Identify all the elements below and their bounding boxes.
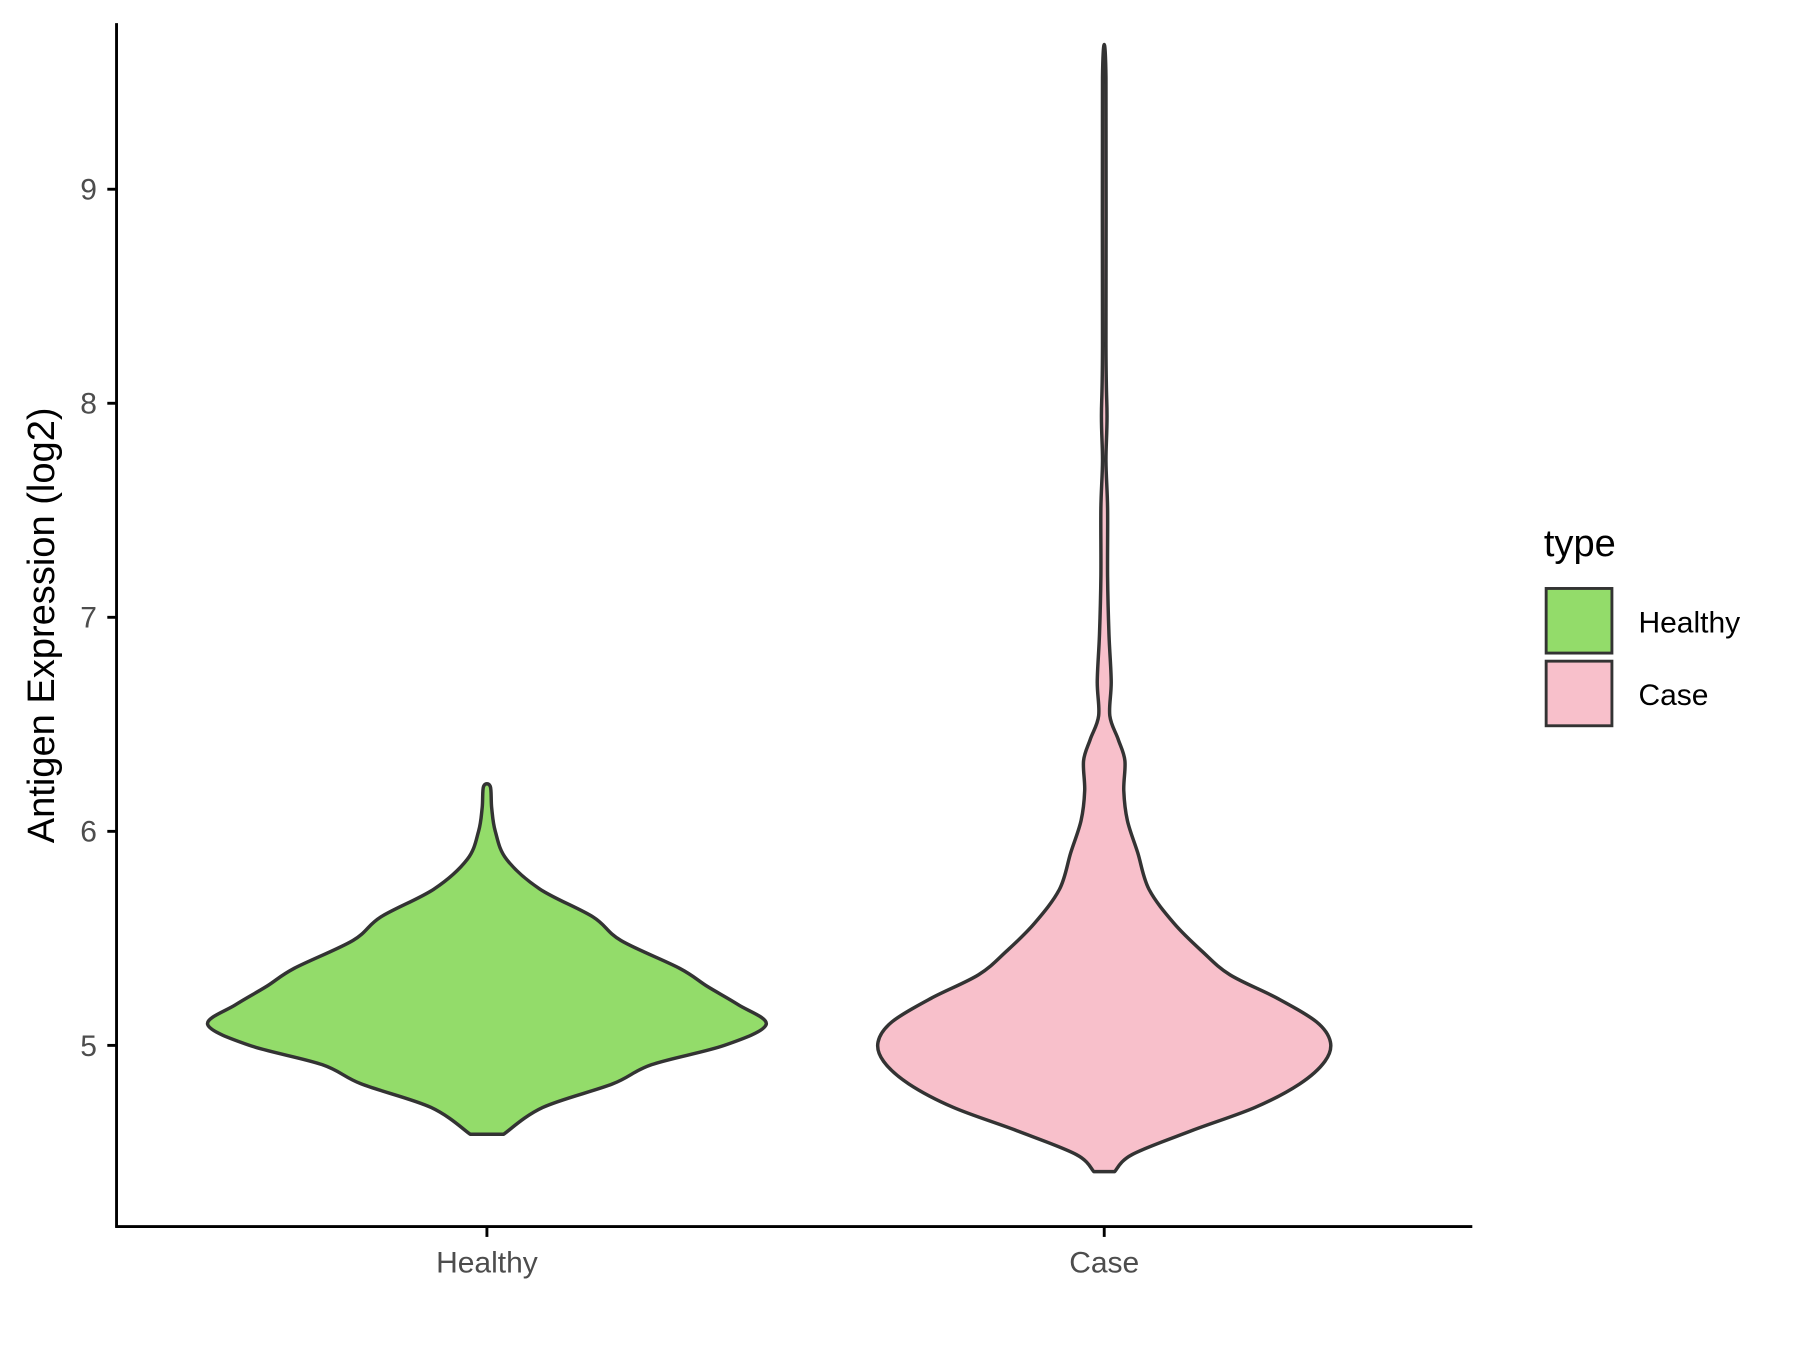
legend-key-healthy <box>1544 587 1614 655</box>
legend-label-case: Case <box>1638 679 1708 712</box>
y-tick-label: 8 <box>80 388 97 421</box>
y-tick-label: 5 <box>80 1030 97 1063</box>
y-axis-title: Antigen Expression (log2) <box>21 407 63 843</box>
legend-label-healthy: Healthy <box>1638 606 1740 639</box>
legend: type Healthy Case <box>1544 523 1740 728</box>
y-tick-label: 9 <box>80 174 97 207</box>
violin-healthy <box>205 782 768 1136</box>
x-ticks: Healthy Case <box>436 1226 1139 1280</box>
y-tick-label: 7 <box>80 602 97 635</box>
legend-title: type <box>1544 523 1616 565</box>
violins <box>205 42 1333 1174</box>
y-tick-label: 6 <box>80 816 97 849</box>
violin-case <box>875 42 1333 1174</box>
x-tick-label: Healthy <box>436 1247 538 1280</box>
y-ticks: 5 6 7 8 9 <box>80 174 117 1063</box>
legend-key-case <box>1544 659 1614 728</box>
x-tick-label: Case <box>1069 1247 1139 1280</box>
